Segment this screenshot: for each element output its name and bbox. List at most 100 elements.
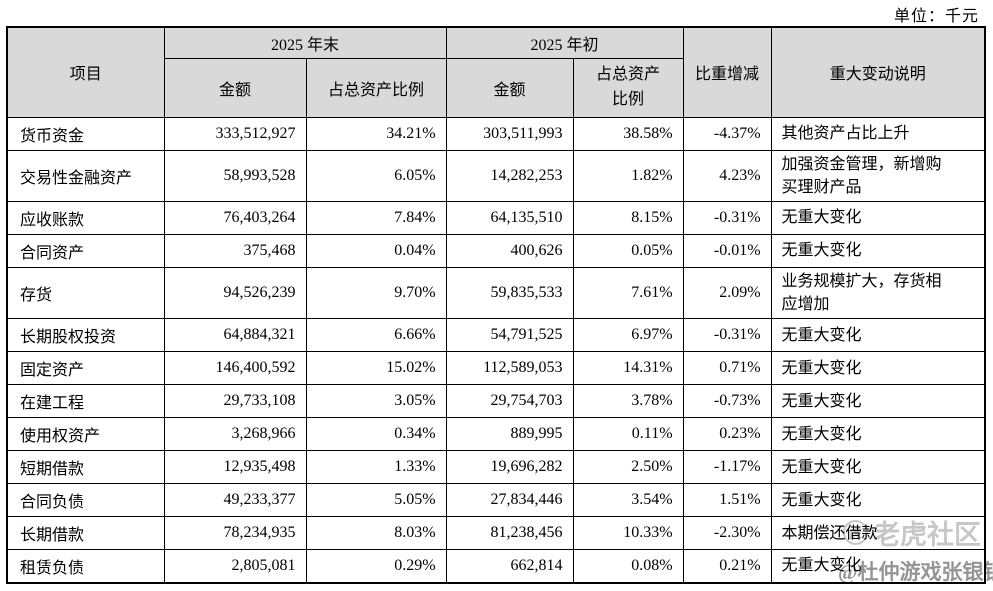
begin-ratio-cell: 7.61% (572, 266, 684, 320)
table-row: 使用权资产 3,268,966 0.34% 889,995 0.11% 0.23… (6, 417, 986, 452)
begin-amount-cell: 81,238,456 (445, 516, 574, 551)
end-ratio-cell: 34.21% (305, 116, 447, 151)
table-row: 长期借款 78,234,935 8.03% 81,238,456 10.33% … (6, 516, 986, 551)
begin-amount-cell: 303,511,993 (445, 116, 574, 151)
end-amount-cell: 3,268,966 (163, 417, 307, 452)
begin-amount-cell: 889,995 (445, 417, 574, 452)
end-amount-cell: 333,512,927 (163, 116, 307, 151)
change-cell: -2.30% (682, 516, 772, 551)
note-cell: 无重大变化 (770, 318, 986, 353)
table-row: 短期借款 12,935,498 1.33% 19,696,282 2.50% -… (6, 450, 986, 485)
item-cell: 合同负债 (6, 483, 165, 518)
item-cell: 存货 (6, 266, 165, 320)
item-cell: 租赁负债 (6, 549, 165, 584)
end-amount-cell: 12,935,498 (163, 450, 307, 485)
financial-table: 项目 2025 年末 2025 年初 比重增减 重大变动说明 金额 占总资产比例… (6, 26, 987, 584)
begin-ratio-cell: 3.78% (572, 384, 684, 419)
begin-ratio-cell: 6.97% (572, 318, 684, 353)
begin-ratio-cell: 10.33% (572, 516, 684, 551)
note-cell: 加强资金管理，新增购买理财产品 (770, 149, 986, 202)
begin-ratio-cell: 14.31% (572, 351, 684, 386)
begin-ratio-cell: 0.11% (572, 417, 684, 452)
table-header: 项目 2025 年末 2025 年初 比重增减 重大变动说明 金额 占总资产比例… (6, 26, 986, 118)
end-ratio-cell: 1.33% (305, 450, 447, 485)
item-cell: 合同资产 (6, 233, 165, 268)
table-row: 固定资产 146,400,592 15.02% 112,589,053 14.3… (6, 351, 986, 386)
note-cell: 无重大变化 (770, 384, 986, 419)
item-cell: 交易性金融资产 (6, 149, 165, 202)
end-ratio-cell: 3.05% (305, 384, 447, 419)
note-cell: 其他资产占比上升 (770, 116, 986, 151)
header-amount-begin: 金额 (445, 57, 574, 118)
begin-amount-cell: 19,696,282 (445, 450, 574, 485)
end-amount-cell: 29,733,108 (163, 384, 307, 419)
header-end-period: 2025 年末 (163, 26, 447, 59)
header-begin-period: 2025 年初 (445, 26, 684, 59)
header-explanation: 重大变动说明 (770, 26, 986, 118)
header-ratio-begin: 占总资产比例 (572, 57, 684, 118)
end-ratio-cell: 6.05% (305, 149, 447, 202)
note-cell: 无重大变化 (770, 200, 986, 235)
note-cell: 无重大变化 (770, 233, 986, 268)
note-cell: 无重大变化 (770, 549, 986, 584)
begin-ratio-cell: 0.05% (572, 233, 684, 268)
begin-amount-cell: 64,135,510 (445, 200, 574, 235)
end-ratio-cell: 0.04% (305, 233, 447, 268)
begin-amount-cell: 400,626 (445, 233, 574, 268)
end-amount-cell: 58,993,528 (163, 149, 307, 202)
header-amount-end: 金额 (163, 57, 307, 118)
end-amount-cell: 76,403,264 (163, 200, 307, 235)
end-ratio-cell: 5.05% (305, 483, 447, 518)
end-amount-cell: 49,233,377 (163, 483, 307, 518)
note-cell: 无重大变化 (770, 483, 986, 518)
change-cell: 2.09% (682, 266, 772, 320)
table-row: 合同资产 375,468 0.04% 400,626 0.05% -0.01% … (6, 233, 986, 268)
change-cell: -0.31% (682, 200, 772, 235)
item-cell: 短期借款 (6, 450, 165, 485)
end-amount-cell: 2,805,081 (163, 549, 307, 584)
begin-amount-cell: 662,814 (445, 549, 574, 584)
begin-ratio-cell: 0.08% (572, 549, 684, 584)
item-cell: 长期股权投资 (6, 318, 165, 353)
begin-ratio-cell: 38.58% (572, 116, 684, 151)
end-ratio-cell: 9.70% (305, 266, 447, 320)
header-ratio-begin-label: 占总资产比例 (596, 65, 661, 108)
table-row: 应收账款 76,403,264 7.84% 64,135,510 8.15% -… (6, 200, 986, 235)
table-row: 货币资金 333,512,927 34.21% 303,511,993 38.5… (6, 116, 986, 151)
end-amount-cell: 375,468 (163, 233, 307, 268)
end-ratio-cell: 7.84% (305, 200, 447, 235)
begin-ratio-cell: 1.82% (572, 149, 684, 202)
change-cell: -1.17% (682, 450, 772, 485)
begin-amount-cell: 14,282,253 (445, 149, 574, 202)
item-cell: 长期借款 (6, 516, 165, 551)
table-row: 存货 94,526,239 9.70% 59,835,533 7.61% 2.0… (6, 266, 986, 320)
begin-ratio-cell: 8.15% (572, 200, 684, 235)
note-cell: 业务规模扩大，存货相应增加 (770, 266, 986, 320)
begin-ratio-cell: 3.54% (572, 483, 684, 518)
begin-amount-cell: 29,754,703 (445, 384, 574, 419)
header-change: 比重增减 (682, 26, 772, 118)
header-ratio-end: 占总资产比例 (305, 57, 447, 118)
begin-amount-cell: 27,834,446 (445, 483, 574, 518)
end-ratio-cell: 0.34% (305, 417, 447, 452)
item-cell: 应收账款 (6, 200, 165, 235)
table-row: 合同负债 49,233,377 5.05% 27,834,446 3.54% 1… (6, 483, 986, 518)
change-cell: 0.23% (682, 417, 772, 452)
end-amount-cell: 64,884,321 (163, 318, 307, 353)
change-cell: 4.23% (682, 149, 772, 202)
item-cell: 在建工程 (6, 384, 165, 419)
table-row: 租赁负债 2,805,081 0.29% 662,814 0.08% 0.21%… (6, 549, 986, 584)
change-cell: 0.21% (682, 549, 772, 584)
table-row: 在建工程 29,733,108 3.05% 29,754,703 3.78% -… (6, 384, 986, 419)
begin-amount-cell: 112,589,053 (445, 351, 574, 386)
end-amount-cell: 146,400,592 (163, 351, 307, 386)
end-ratio-cell: 15.02% (305, 351, 447, 386)
end-amount-cell: 94,526,239 (163, 266, 307, 320)
change-cell: 0.71% (682, 351, 772, 386)
end-ratio-cell: 8.03% (305, 516, 447, 551)
change-cell: 1.51% (682, 483, 772, 518)
header-item: 项目 (6, 26, 165, 118)
note-cell: 本期偿还借款 (770, 516, 986, 551)
begin-amount-cell: 54,791,525 (445, 318, 574, 353)
change-cell: -4.37% (682, 116, 772, 151)
